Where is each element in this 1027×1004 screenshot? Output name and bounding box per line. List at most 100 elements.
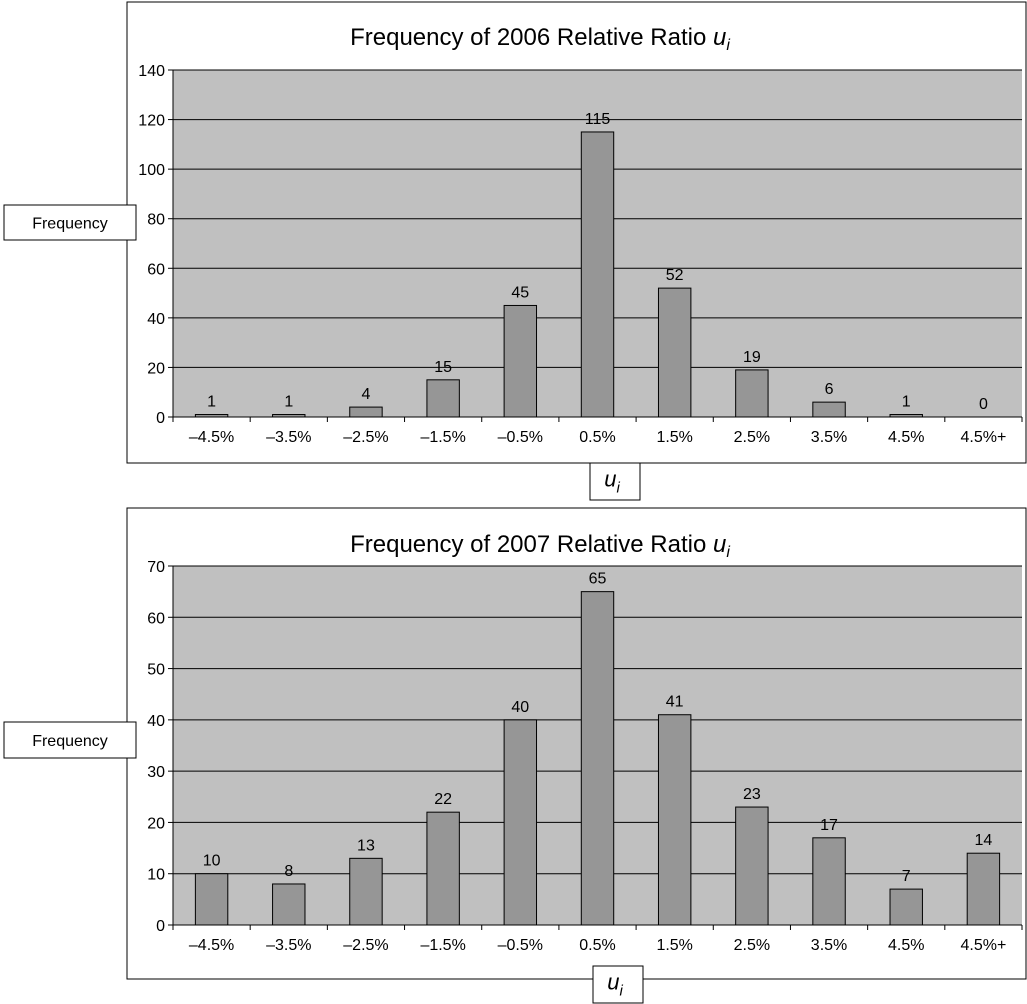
data-label: 7 [902,868,911,885]
chart-title: Frequency of 2007 Relative Ratio ui [350,531,730,561]
x-tick-label: –3.5% [266,937,311,954]
x-tick-label: 2.5% [734,429,770,446]
y-tick-label: 40 [147,713,165,730]
y-tick-label: 50 [147,662,165,679]
chart-2: 0 10 20 30 40 50 60 70 10 –4.5% 8 –3.5% 13 –2.5% 22 –1.… [3,507,1027,1004]
data-label: 41 [666,694,684,711]
bar-7 [657,287,692,418]
data-label: 6 [825,381,834,398]
chart-title-var: u [713,24,726,51]
data-label: 8 [284,863,293,880]
bar-1 [194,414,229,418]
x-tick-label: 4.5% [888,937,924,954]
x-tick-label: 0.5% [579,937,615,954]
chart-title-text: Frequency of 2007 Relative Ratio [350,531,713,558]
x-tick-label: –0.5% [498,937,543,954]
bar-5 [503,304,538,418]
y-tick-label: 120 [138,113,165,130]
bar-4 [426,811,460,926]
x-axis-label-box [592,965,644,1004]
data-label: 23 [743,786,761,803]
data-label: 45 [511,284,529,301]
data-label: 17 [820,817,838,834]
x-axis-label-sub: i [616,480,620,497]
bar-9 [812,401,846,418]
x-axis-label-var: u [604,467,616,492]
bar-8 [735,806,769,926]
x-tick-label: 4.5%+ [961,429,1007,446]
bar-7 [657,714,692,926]
bar-2 [272,883,306,926]
bar-11 [966,852,1001,926]
chart-title-sub: i [726,544,730,561]
x-tick-label: 1.5% [656,937,692,954]
bar-9 [812,837,846,926]
data-label: 65 [589,571,607,588]
bar-6 [580,591,615,926]
y-tick-label: 10 [147,867,165,884]
x-tick-label: –4.5% [189,937,234,954]
x-tick-label: 0.5% [579,429,615,446]
y-tick-label: 60 [147,261,165,278]
x-tick-label: 3.5% [811,937,847,954]
data-label: 15 [434,359,452,376]
bar-3 [349,857,383,926]
y-tick-label: 20 [147,815,165,832]
y-tick-label: 0 [156,918,165,935]
data-label: 1 [902,394,911,411]
y-tick-label: 70 [147,559,165,576]
y-tick-label: 140 [138,63,165,80]
data-label: 40 [511,699,529,716]
bar-6 [580,131,615,418]
x-tick-label: –4.5% [189,429,234,446]
x-axis-label: ui [607,970,623,1000]
bar-1 [194,873,229,926]
bar-8 [735,369,769,418]
y-tick-label: 80 [147,212,165,229]
y-tick-label: 100 [138,162,165,179]
data-label: 1 [284,394,293,411]
data-label: 22 [434,791,452,808]
chart-title: Frequency of 2006 Relative Ratio ui [350,24,730,54]
y-axis-label: Frequency [32,733,108,750]
x-tick-label: 2.5% [734,937,770,954]
y-axis-label: Frequency [32,216,108,233]
bar-4 [426,379,460,418]
y-tick-label: 40 [147,311,165,328]
chart-title-text: Frequency of 2006 Relative Ratio [350,24,713,51]
x-tick-label: –2.5% [343,937,388,954]
y-axis-label-box [3,721,137,759]
x-axis-label-sub: i [619,983,623,1000]
data-label: 14 [975,832,993,849]
data-label: 13 [357,837,375,854]
data-label: 52 [666,267,684,284]
x-tick-label: 4.5% [888,429,924,446]
x-tick-label: 3.5% [811,429,847,446]
y-axis-label-box [3,204,137,241]
data-label: 115 [585,111,611,128]
x-tick-label: 4.5%+ [961,937,1007,954]
bar-10 [889,414,923,418]
x-tick-label: –2.5% [343,429,388,446]
bar-5 [503,719,538,926]
data-label: 19 [743,349,761,366]
y-tick-label: 60 [147,610,165,627]
x-tick-label: –1.5% [420,429,465,446]
data-label: 4 [362,386,371,403]
bar-10 [889,888,923,926]
y-tick-label: 30 [147,764,165,781]
bar-3 [349,406,383,418]
x-axis-label-var: u [607,970,619,995]
chart-title-sub: i [726,37,730,54]
chart-1: 0204060801001201401–4.5%1–3.5%4–2.5%15–1… [3,1,1027,501]
x-tick-label: –0.5% [498,429,543,446]
bar-2 [272,414,306,418]
data-label: 1 [207,394,216,411]
data-label: 0 [979,396,988,413]
x-tick-label: 1.5% [656,429,692,446]
y-tick-label: 0 [156,410,165,427]
x-tick-label: –1.5% [420,937,465,954]
x-axis-label-box [589,462,641,501]
x-tick-label: –3.5% [266,429,311,446]
